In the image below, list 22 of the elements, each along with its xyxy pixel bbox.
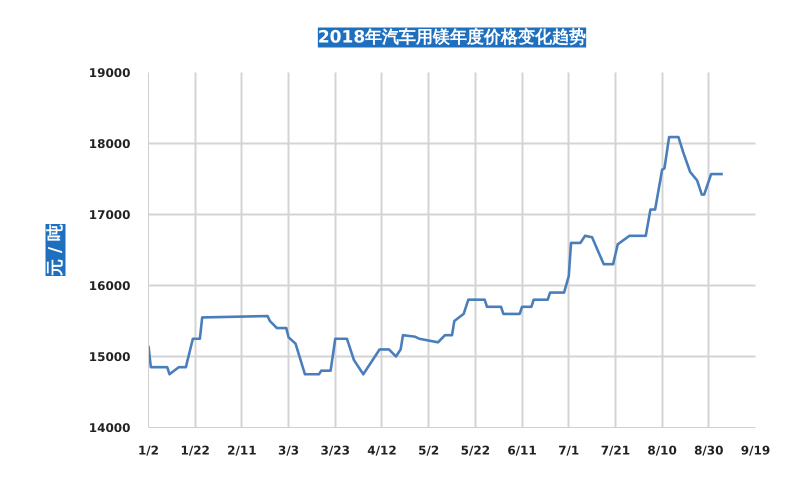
y-tick-label: 19000 bbox=[88, 66, 130, 80]
x-tick-label: 7/21 bbox=[600, 444, 630, 458]
y-tick-label: 15000 bbox=[88, 350, 130, 364]
y-tick-label: 18000 bbox=[88, 137, 130, 151]
chart-title: 2018年汽车用镁年度价格变化趋势 bbox=[318, 28, 586, 48]
y-tick-label: 14000 bbox=[88, 421, 130, 435]
x-tick-label: 2/11 bbox=[227, 444, 257, 458]
x-tick-label: 7/1 bbox=[558, 444, 580, 458]
x-tick-label: 5/22 bbox=[460, 444, 490, 458]
x-tick-label: 8/10 bbox=[647, 444, 677, 458]
y-tick-label: 16000 bbox=[88, 279, 130, 293]
y-tick-label: 17000 bbox=[88, 208, 130, 222]
x-tick-label: 3/3 bbox=[278, 444, 300, 458]
x-tick-label: 4/12 bbox=[367, 444, 397, 458]
x-tick-label: 6/11 bbox=[507, 444, 537, 458]
y-axis-title: 元 / 吨 bbox=[46, 224, 66, 278]
x-tick-label: 3/23 bbox=[320, 444, 350, 458]
x-tick-label: 1/22 bbox=[180, 444, 210, 458]
x-tick-label: 8/30 bbox=[694, 444, 724, 458]
x-tick-label: 5/2 bbox=[418, 444, 440, 458]
x-tick-label: 1/2 bbox=[138, 444, 160, 458]
x-tick-label: 9/19 bbox=[740, 444, 770, 458]
